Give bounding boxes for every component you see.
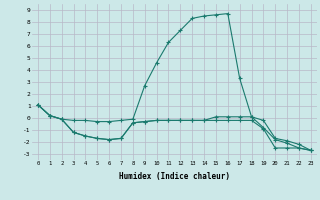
X-axis label: Humidex (Indice chaleur): Humidex (Indice chaleur): [119, 172, 230, 181]
